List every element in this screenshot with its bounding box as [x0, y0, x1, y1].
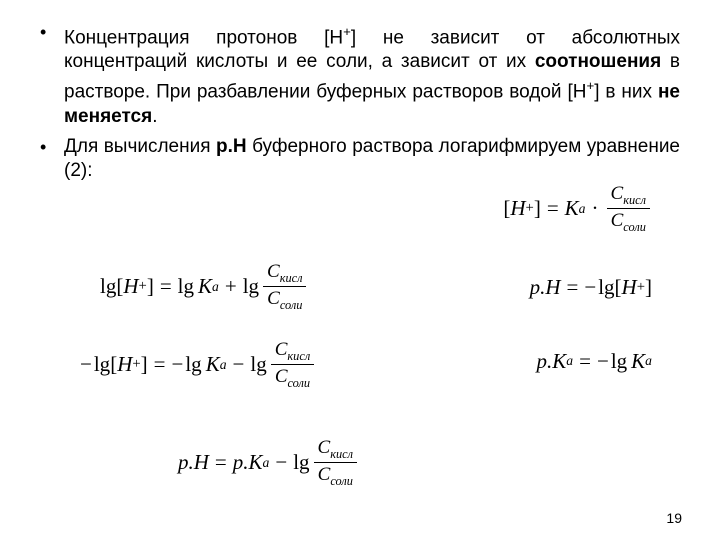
equation-hplus: [H+] = Ka · Cкисл Cсоли: [503, 183, 652, 236]
bullet-marker: •: [40, 20, 64, 129]
bullet-item-2: • Для вычисления р.Н буферного раствора …: [40, 135, 680, 183]
equation-neglg: − lg[H+] = − lgKa − lg Cкисл Cсоли: [80, 339, 316, 392]
bullet-item-1: • Концентрация протонов [H+] не зависит …: [40, 20, 680, 129]
paragraph-1: Концентрация протонов [H+] не зависит от…: [64, 20, 680, 129]
equation-ph-def: p.H = −lg[H+]: [530, 275, 652, 300]
equation-final: p.H = p.Ka − lg Cкисл Cсоли: [178, 437, 359, 490]
page-number: 19: [666, 510, 682, 526]
equation-lg: lg[H+] = lgKa + lg Cкисл Cсоли: [100, 261, 309, 314]
equation-area: [H+] = Ka · Cкисл Cсоли lg[H+] = lgKa + …: [40, 189, 680, 519]
equation-pka-def: p.Ka = −lgKa: [537, 349, 652, 374]
paragraph-2: Для вычисления р.Н буферного раствора ло…: [64, 135, 680, 183]
bullet-marker: •: [40, 135, 64, 183]
